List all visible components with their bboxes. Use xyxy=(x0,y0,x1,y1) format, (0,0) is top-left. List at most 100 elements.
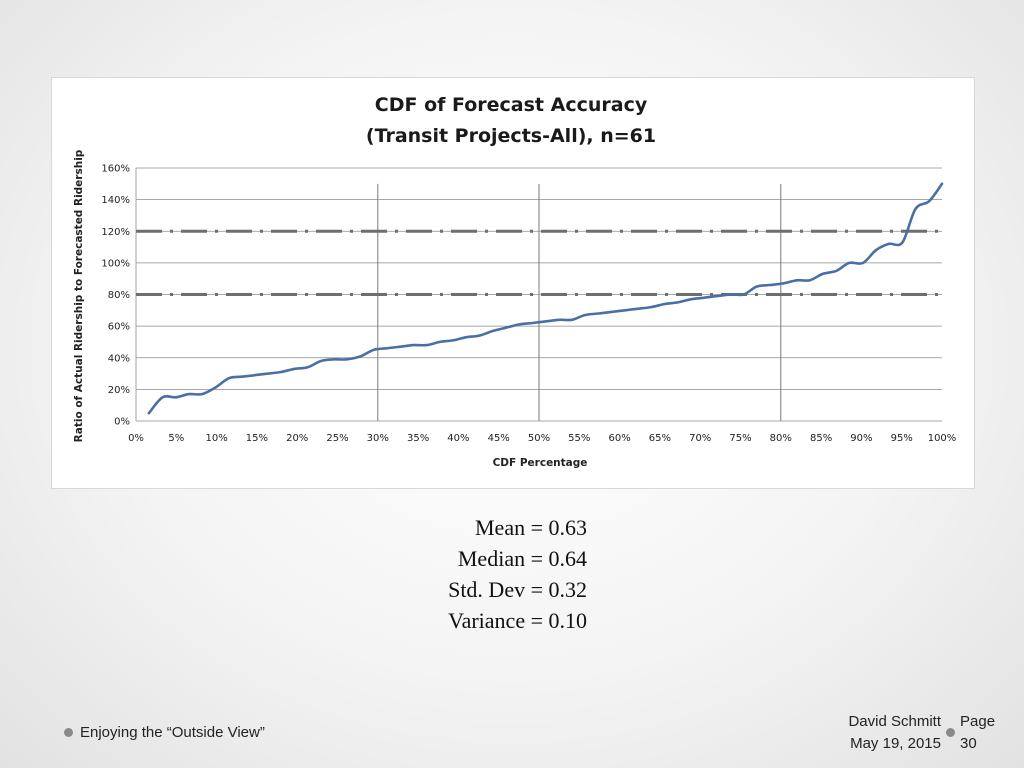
y-tick-label: 20% xyxy=(108,385,130,396)
data-point xyxy=(188,393,190,395)
x-tick-label: 25% xyxy=(326,433,348,444)
series-layer xyxy=(147,182,944,415)
x-tick-label: 5% xyxy=(168,433,184,444)
x-tick-label: 40% xyxy=(447,433,469,444)
data-point xyxy=(650,306,652,308)
data-point xyxy=(848,262,850,264)
data-point xyxy=(267,372,269,375)
chart-title-line-2: (Transit Projects-All), n=61 xyxy=(366,125,656,147)
statistics-summary: Mean = 0.63 Median = 0.64 Std. Dev = 0.3… xyxy=(380,512,587,636)
y-tick-label: 160% xyxy=(101,164,130,175)
stat-variance: Variance = 0.10 xyxy=(448,608,587,633)
data-point xyxy=(320,360,322,362)
footer-date: May 19, 2015 xyxy=(850,735,941,752)
x-tick-label: 85% xyxy=(810,433,832,444)
footer-author: David Schmitt xyxy=(848,713,941,730)
x-tick-label: 45% xyxy=(488,433,510,444)
data-point xyxy=(426,344,428,346)
footer-right-bullet-icon xyxy=(946,728,955,737)
footer-left-bullet-icon xyxy=(64,728,73,737)
stat-std-dev: Std. Dev = 0.32 xyxy=(448,577,587,602)
footer-page-label: Page xyxy=(960,713,996,730)
x-tick-label: 75% xyxy=(729,433,751,444)
data-point xyxy=(822,273,824,275)
data-point xyxy=(782,282,784,285)
data-point xyxy=(346,358,348,360)
x-tick-label: 30% xyxy=(367,433,389,444)
data-point xyxy=(730,293,732,296)
y-tick-label: 0% xyxy=(114,417,130,428)
data-point xyxy=(703,297,705,299)
x-tick-label: 15% xyxy=(246,433,268,444)
data-point xyxy=(637,308,639,310)
data-point xyxy=(465,336,468,338)
y-tick-label: 80% xyxy=(108,290,130,301)
reference-lines xyxy=(136,183,942,421)
data-point xyxy=(743,293,745,296)
data-point xyxy=(835,270,838,272)
data-point xyxy=(161,396,164,398)
y-tick-label: 140% xyxy=(101,195,130,206)
data-point xyxy=(756,285,758,288)
data-point xyxy=(360,355,362,357)
x-tick-label: 60% xyxy=(608,433,630,444)
x-tick-label: 80% xyxy=(770,433,792,444)
x-tick-label: 20% xyxy=(286,433,308,444)
x-tick-label: 55% xyxy=(568,433,590,444)
data-point xyxy=(928,200,930,202)
data-point xyxy=(598,312,600,315)
data-point xyxy=(505,327,507,329)
data-point xyxy=(716,295,718,297)
data-point xyxy=(386,347,388,349)
data-point xyxy=(901,241,904,243)
data-point xyxy=(796,279,798,281)
data-point xyxy=(174,396,177,398)
x-tick-label: 95% xyxy=(891,433,913,444)
x-tick-label: 65% xyxy=(649,433,671,444)
data-point xyxy=(624,309,626,311)
data-point xyxy=(769,284,771,286)
data-point xyxy=(294,368,296,370)
data-point xyxy=(307,366,309,368)
x-tick-label: 50% xyxy=(528,433,550,444)
data-point xyxy=(228,377,230,379)
data-point xyxy=(875,249,877,251)
y-tick-label: 60% xyxy=(108,322,130,333)
data-point xyxy=(492,330,494,332)
data-point xyxy=(544,320,547,322)
data-point xyxy=(240,376,243,378)
data-point xyxy=(914,208,917,210)
data-point xyxy=(610,311,613,313)
data-point xyxy=(452,339,454,341)
data-point xyxy=(690,298,692,300)
data-point xyxy=(571,319,573,321)
footer-page-number: 30 xyxy=(960,735,977,752)
data-point xyxy=(558,319,560,321)
x-tick-label: 70% xyxy=(689,433,711,444)
data-point xyxy=(254,374,256,376)
data-point xyxy=(214,387,216,389)
data-point xyxy=(478,335,480,337)
data-point xyxy=(531,322,534,324)
data-point xyxy=(809,279,811,281)
data-point xyxy=(862,262,864,264)
data-point xyxy=(148,412,150,414)
x-tick-label: 0% xyxy=(128,433,144,444)
stat-mean: Mean = 0.63 xyxy=(475,515,587,540)
y-tick-labels: 0% 20% 40% 60% 80% 100% 120% 140% 160% xyxy=(101,164,130,428)
data-point xyxy=(888,243,890,245)
y-axis-label: Ratio of Actual Ridership to Forecasted … xyxy=(73,149,85,442)
series-line-cdf xyxy=(147,182,944,415)
footer-title: Enjoying the “Outside View” xyxy=(80,724,265,741)
y-tick-label: 100% xyxy=(101,258,130,269)
data-point xyxy=(664,303,666,305)
cdf-chart: CDF of Forecast Accuracy (Transit Projec… xyxy=(73,94,956,469)
data-point xyxy=(373,349,375,351)
data-point xyxy=(677,301,679,304)
chart-panel: CDF of Forecast Accuracy (Transit Projec… xyxy=(51,77,975,489)
x-tick-label: 100% xyxy=(928,433,957,444)
chart-title-line-1: CDF of Forecast Accuracy xyxy=(375,94,648,116)
x-tick-labels: 0% 5% 10% 15% 20% 25% 30% 35% 40% 45% 50% 55% 60% 65%… xyxy=(128,433,956,444)
y-tick-label: 40% xyxy=(108,353,130,364)
data-point xyxy=(280,371,282,373)
